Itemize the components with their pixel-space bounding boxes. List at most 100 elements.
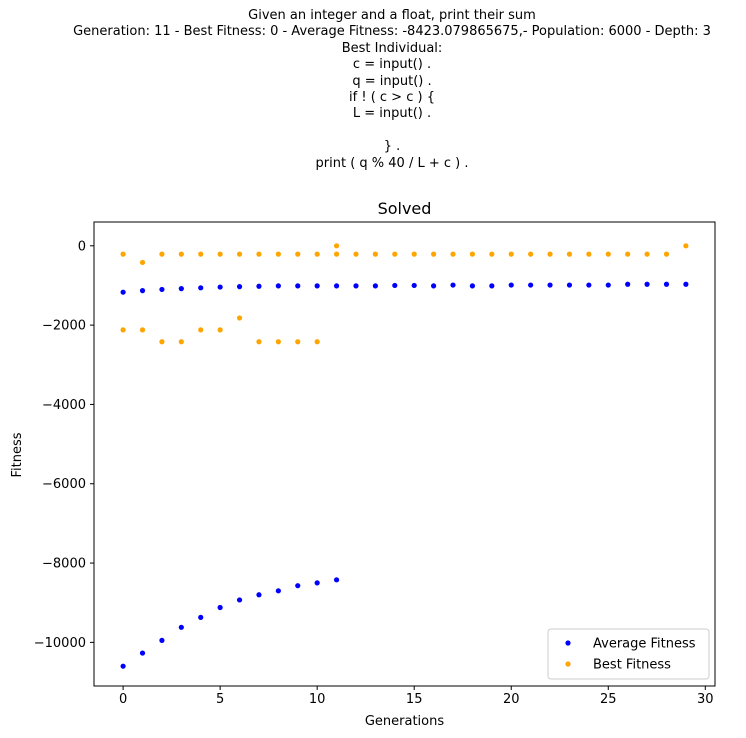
header-line-8: } . <box>383 139 401 155</box>
data-point <box>236 597 243 603</box>
x-tick-label: 10 <box>309 692 326 707</box>
legend-box <box>547 628 710 680</box>
data-point <box>295 283 301 289</box>
data-point <box>644 281 650 287</box>
data-point <box>256 283 262 289</box>
data-point <box>120 663 126 669</box>
data-point <box>159 339 165 345</box>
data-point <box>508 282 514 288</box>
data-point <box>236 284 243 290</box>
x-tick-label: 25 <box>600 692 617 707</box>
data-point <box>605 251 611 257</box>
data-point <box>178 624 184 630</box>
data-point <box>411 251 417 257</box>
x-tick-label: 30 <box>697 692 714 707</box>
data-point <box>663 281 670 287</box>
data-point <box>314 580 320 586</box>
data-point <box>295 339 301 345</box>
data-point <box>120 289 126 295</box>
data-point <box>469 283 476 289</box>
header-line-3: c = input() . <box>352 57 432 73</box>
data-point <box>547 282 553 288</box>
data-point <box>236 315 243 321</box>
data-point <box>333 251 340 257</box>
data-point <box>256 592 262 598</box>
data-point <box>198 327 204 333</box>
legend-label: Average Fitness <box>593 637 696 652</box>
data-point <box>586 251 592 257</box>
data-point <box>605 282 611 288</box>
data-point <box>217 604 223 611</box>
data-point <box>159 251 165 257</box>
data-point <box>566 282 573 288</box>
y-tick-label: −10000 <box>34 636 86 651</box>
data-point <box>333 577 340 583</box>
y-tick-label: 0 <box>78 239 86 254</box>
data-point <box>683 281 689 287</box>
data-point <box>159 637 165 643</box>
data-point <box>295 583 301 589</box>
data-point <box>178 339 184 345</box>
data-point <box>139 288 146 294</box>
data-point <box>450 251 456 257</box>
data-point <box>275 339 281 345</box>
header-line-4: q = input() . <box>352 73 432 89</box>
data-point <box>431 283 437 289</box>
data-point <box>217 327 223 333</box>
y-tick-label: −4000 <box>42 398 86 413</box>
data-point <box>256 339 262 345</box>
data-point <box>139 259 146 266</box>
data-point <box>159 286 165 293</box>
header-line-5: if ! ( c > c ) { <box>349 89 435 105</box>
header-line-1: Generation: 11 - Best Fitness: 0 - Avera… <box>73 24 711 40</box>
data-point <box>489 251 495 257</box>
x-tick-label: 5 <box>216 692 224 707</box>
data-point <box>431 251 437 257</box>
y-tick-label: −6000 <box>42 477 86 492</box>
data-point <box>198 614 204 620</box>
data-point <box>178 286 184 292</box>
legend-marker <box>565 661 571 667</box>
data-point <box>275 251 281 257</box>
data-point <box>528 251 534 257</box>
axes-frame <box>93 221 716 687</box>
data-point <box>139 650 146 656</box>
header-line-0: Given an integer and a float, print thei… <box>248 8 536 23</box>
y-axis-label: Fitness <box>10 432 25 477</box>
data-point <box>198 251 204 257</box>
data-point <box>314 251 320 257</box>
x-tick-label: 15 <box>406 692 423 707</box>
data-point <box>139 327 146 333</box>
legend-marker <box>565 640 571 646</box>
legend: Average Fitness Best Fitness <box>547 628 710 680</box>
data-point <box>372 283 378 289</box>
header-line-6: L = input() . <box>352 106 432 122</box>
data-point <box>353 283 359 289</box>
data-point <box>295 251 301 257</box>
data-point <box>314 283 320 289</box>
data-point <box>508 251 514 257</box>
y-tick-label: −2000 <box>42 319 86 334</box>
data-point <box>275 283 281 289</box>
data-point <box>353 251 359 257</box>
data-point <box>275 588 281 594</box>
data-point <box>566 251 573 257</box>
data-point <box>450 282 456 288</box>
data-point <box>198 285 204 291</box>
data-point <box>256 251 262 257</box>
data-point <box>625 251 631 257</box>
chart-title: Solved <box>378 199 432 218</box>
data-point <box>644 251 650 257</box>
data-point <box>411 282 417 289</box>
series-0 <box>120 281 689 669</box>
data-point <box>217 251 223 257</box>
x-axis-label: Generations <box>365 714 445 729</box>
x-tick-label: 20 <box>503 692 520 707</box>
data-point <box>586 282 592 288</box>
legend-label: Best Fitness <box>593 658 671 673</box>
data-point <box>469 251 476 257</box>
data-point <box>372 251 378 257</box>
x-tick-label: 0 <box>119 692 127 707</box>
data-point <box>547 251 553 257</box>
